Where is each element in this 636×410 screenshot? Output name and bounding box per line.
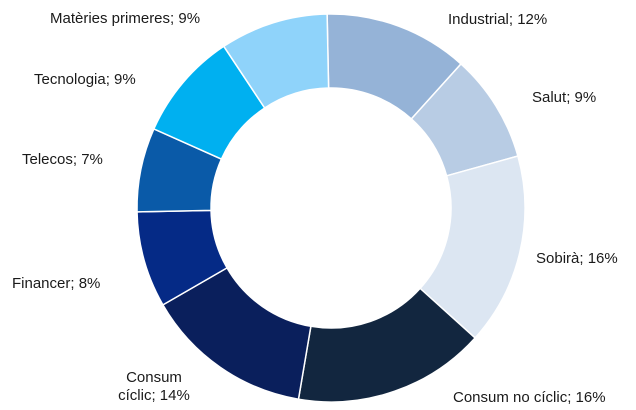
donut-slices bbox=[136, 13, 526, 403]
slice-8 bbox=[222, 13, 330, 110]
slice-label-4: Consum cíclic; 14% bbox=[118, 369, 190, 404]
slice-label-8: Matèries primeres; 9% bbox=[50, 10, 200, 27]
slice-label-7: Tecnologia; 9% bbox=[34, 71, 136, 88]
slice-label-1: Salut; 9% bbox=[532, 89, 596, 106]
slice-label-6: Telecos; 7% bbox=[22, 151, 103, 168]
slice-labels: Industrial; 12% Salut; 9% Sobirà; 16% Consu… bbox=[12, 10, 618, 406]
slice-label-5: Financer; 8% bbox=[12, 275, 100, 292]
slice-label-2: Sobirà; 16% bbox=[536, 250, 618, 267]
slice-label-0: Industrial; 12% bbox=[448, 11, 547, 28]
slice-label-3: Consum no cíclic; 16% bbox=[453, 389, 606, 406]
